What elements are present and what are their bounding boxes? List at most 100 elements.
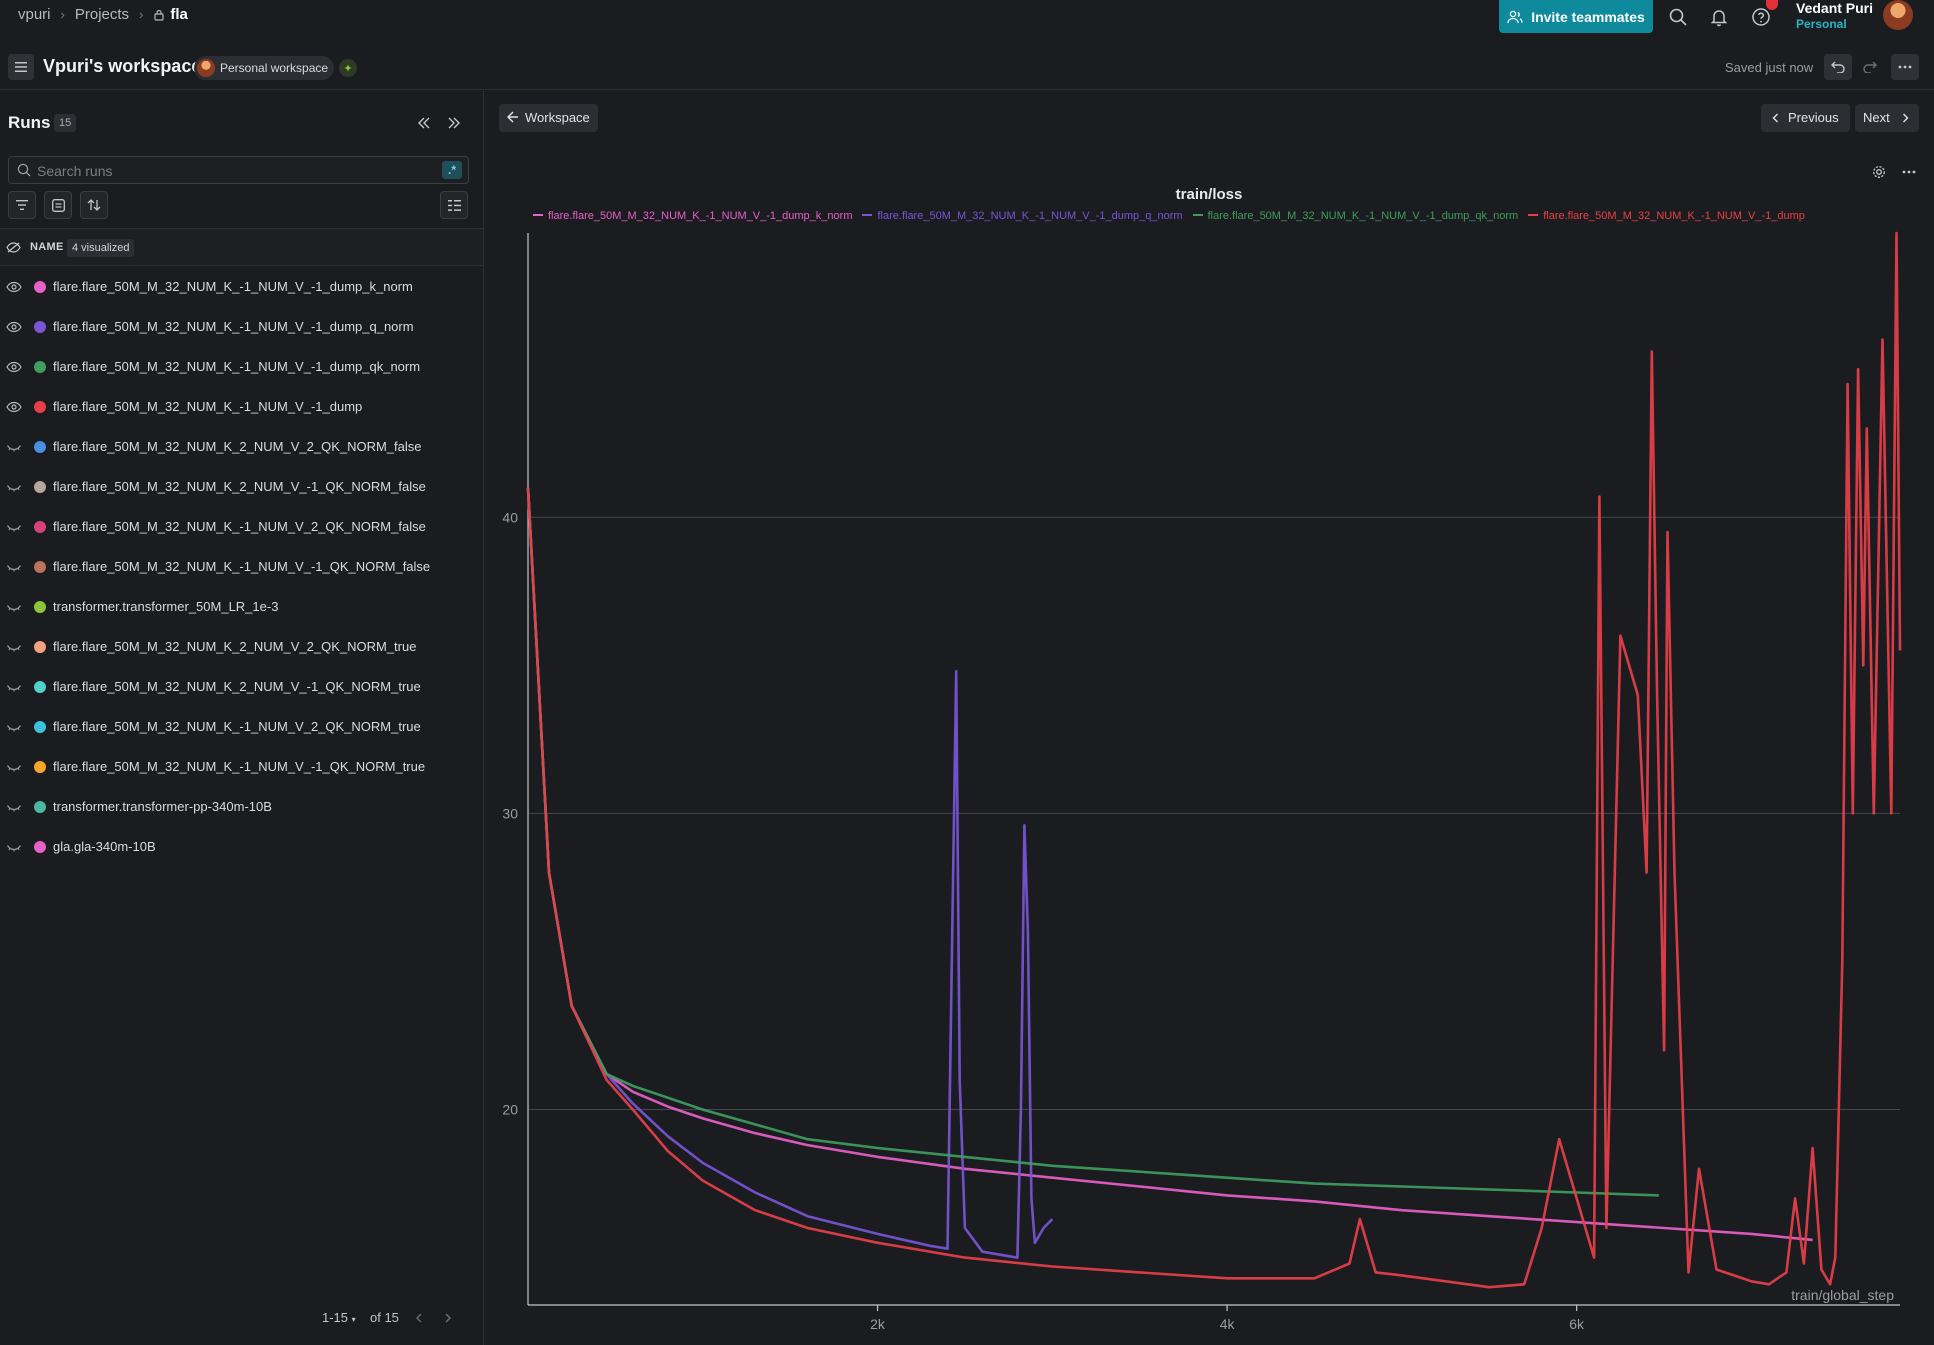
undo-icon[interactable] [1824,54,1852,80]
run-color-swatch[interactable] [34,441,46,453]
bell-icon[interactable] [1706,4,1732,30]
run-color-swatch[interactable] [34,561,46,573]
collapse-left-icon[interactable] [411,110,437,136]
run-name[interactable]: flare.flare_50M_M_32_NUM_K_2_NUM_V_-1_QK… [53,479,426,494]
back-to-workspace-button[interactable]: Workspace [499,104,598,132]
group-icon[interactable] [44,191,72,219]
run-name[interactable]: flare.flare_50M_M_32_NUM_K_-1_NUM_V_-1_Q… [53,559,431,574]
run-color-swatch[interactable] [34,361,46,373]
line-chart[interactable]: 20 30 40 2k 4k 6k train/global_step [485,231,1934,1345]
run-color-swatch[interactable] [34,401,46,413]
run-color-swatch[interactable] [34,681,46,693]
run-row[interactable]: flare.flare_50M_M_32_NUM_K_2_NUM_V_2_QK_… [0,627,483,667]
user-name[interactable]: Vedant Puri [1796,0,1874,16]
breadcrumb-project[interactable]: fla [153,6,188,23]
run-row[interactable]: flare.flare_50M_M_32_NUM_K_-1_NUM_V_-1_d… [0,387,483,427]
run-color-swatch[interactable] [34,801,46,813]
redo-icon[interactable] [1856,54,1884,80]
run-row[interactable]: flare.flare_50M_M_32_NUM_K_-1_NUM_V_-1_Q… [0,747,483,787]
run-name[interactable]: gla.gla-340m-10B [53,839,156,854]
run-row[interactable]: flare.flare_50M_M_32_NUM_K_-1_NUM_V_-1_Q… [0,547,483,587]
run-row[interactable]: transformer.transformer-pp-340m-10B [0,787,483,827]
run-color-swatch[interactable] [34,281,46,293]
run-color-swatch[interactable] [34,641,46,653]
sort-icon[interactable] [80,191,108,219]
invite-teammates-button[interactable]: Invite teammates [1499,0,1653,33]
run-name[interactable]: transformer.transformer-pp-340m-10B [53,799,272,814]
eye-off-icon[interactable] [6,242,21,253]
eye-closed-icon[interactable] [6,601,22,613]
run-row[interactable]: flare.flare_50M_M_32_NUM_K_-1_NUM_V_-1_d… [0,267,483,307]
regex-toggle-button[interactable]: .* [442,161,462,179]
run-name[interactable]: flare.flare_50M_M_32_NUM_K_-1_NUM_V_-1_d… [53,399,363,414]
column-name-label[interactable]: NAME [30,241,64,253]
columns-icon[interactable] [440,191,468,219]
breadcrumb-entity[interactable]: vpuri [18,6,51,23]
expand-right-icon[interactable] [441,110,467,136]
eye-icon[interactable] [6,281,22,293]
run-color-swatch[interactable] [34,321,46,333]
filter-icon[interactable] [8,191,36,219]
run-row[interactable]: flare.flare_50M_M_32_NUM_K_2_NUM_V_-1_QK… [0,467,483,507]
run-color-swatch[interactable] [34,721,46,733]
run-row[interactable]: flare.flare_50M_M_32_NUM_K_2_NUM_V_-1_QK… [0,667,483,707]
eye-closed-icon[interactable] [6,641,22,653]
legend-item[interactable]: flare.flare_50M_M_32_NUM_K_-1_NUM_V_-1_d… [533,210,852,222]
run-color-swatch[interactable] [34,841,46,853]
previous-page-icon[interactable] [410,1309,428,1327]
run-name[interactable]: transformer.transformer_50M_LR_1e-3 [53,599,279,614]
eye-closed-icon[interactable] [6,681,22,693]
search-runs-input[interactable] [37,161,437,181]
run-row[interactable]: flare.flare_50M_M_32_NUM_K_-1_NUM_V_2_QK… [0,507,483,547]
run-name[interactable]: flare.flare_50M_M_32_NUM_K_-1_NUM_V_2_QK… [53,719,421,734]
eye-icon[interactable] [6,401,22,413]
more-options-icon[interactable] [1891,54,1919,80]
eye-icon[interactable] [6,361,22,373]
eye-closed-icon[interactable] [6,521,22,533]
legend-item[interactable]: flare.flare_50M_M_32_NUM_K_-1_NUM_V_-1_d… [862,210,1183,222]
eye-closed-icon[interactable] [6,441,22,453]
legend-item[interactable]: flare.flare_50M_M_32_NUM_K_-1_NUM_V_-1_d… [1192,210,1518,222]
hamburger-menu-icon[interactable] [8,54,34,80]
run-name[interactable]: flare.flare_50M_M_32_NUM_K_-1_NUM_V_-1_d… [53,319,414,334]
run-color-swatch[interactable] [34,521,46,533]
avatar[interactable] [1883,0,1913,30]
run-row[interactable]: flare.flare_50M_M_32_NUM_K_-1_NUM_V_-1_d… [0,347,483,387]
run-row[interactable]: flare.flare_50M_M_32_NUM_K_-1_NUM_V_-1_d… [0,307,483,347]
eye-icon[interactable] [6,321,22,333]
eye-closed-icon[interactable] [6,721,22,733]
run-name[interactable]: flare.flare_50M_M_32_NUM_K_-1_NUM_V_-1_d… [53,359,421,374]
sparkle-icon[interactable]: ✦ [339,59,357,77]
eye-closed-icon[interactable] [6,841,22,853]
legend-item[interactable]: flare.flare_50M_M_32_NUM_K_-1_NUM_V_-1_d… [1528,210,1805,222]
run-name[interactable]: flare.flare_50M_M_32_NUM_K_2_NUM_V_2_QK_… [53,639,417,654]
run-row[interactable]: transformer.transformer_50M_LR_1e-3 [0,587,483,627]
run-name[interactable]: flare.flare_50M_M_32_NUM_K_-1_NUM_V_2_QK… [53,519,426,534]
run-row[interactable]: flare.flare_50M_M_32_NUM_K_2_NUM_V_2_QK_… [0,427,483,467]
next-page-icon[interactable] [439,1309,457,1327]
previous-button[interactable]: Previous [1761,104,1850,132]
next-button[interactable]: Next [1855,104,1919,132]
run-name[interactable]: flare.flare_50M_M_32_NUM_K_-1_NUM_V_-1_Q… [53,759,426,774]
workspace-type-label: Personal workspace [220,61,329,75]
run-color-swatch[interactable] [34,481,46,493]
workspace-type-badge[interactable]: Personal workspace [194,56,335,80]
breadcrumb-projects[interactable]: Projects [74,6,130,23]
runs-sidebar: Runs 15 .* NAME 4 visualized flare.flare… [0,91,484,1345]
eye-closed-icon[interactable] [6,761,22,773]
run-row[interactable]: gla.gla-340m-10B [0,827,483,867]
run-color-swatch[interactable] [34,601,46,613]
run-row[interactable]: flare.flare_50M_M_32_NUM_K_-1_NUM_V_2_QK… [0,707,483,747]
eye-closed-icon[interactable] [6,801,22,813]
run-name[interactable]: flare.flare_50M_M_32_NUM_K_-1_NUM_V_-1_d… [53,279,413,294]
run-name[interactable]: flare.flare_50M_M_32_NUM_K_2_NUM_V_-1_QK… [53,679,421,694]
page-range-selector[interactable]: 1-15 ▾ [322,1310,356,1325]
help-icon[interactable] [1748,4,1774,30]
search-icon[interactable] [1665,4,1691,30]
run-color-swatch[interactable] [34,761,46,773]
run-name[interactable]: flare.flare_50M_M_32_NUM_K_2_NUM_V_2_QK_… [53,439,422,454]
eye-closed-icon[interactable] [6,481,22,493]
gear-icon[interactable] [1868,161,1890,183]
eye-closed-icon[interactable] [6,561,22,573]
more-options-icon[interactable] [1898,161,1920,183]
